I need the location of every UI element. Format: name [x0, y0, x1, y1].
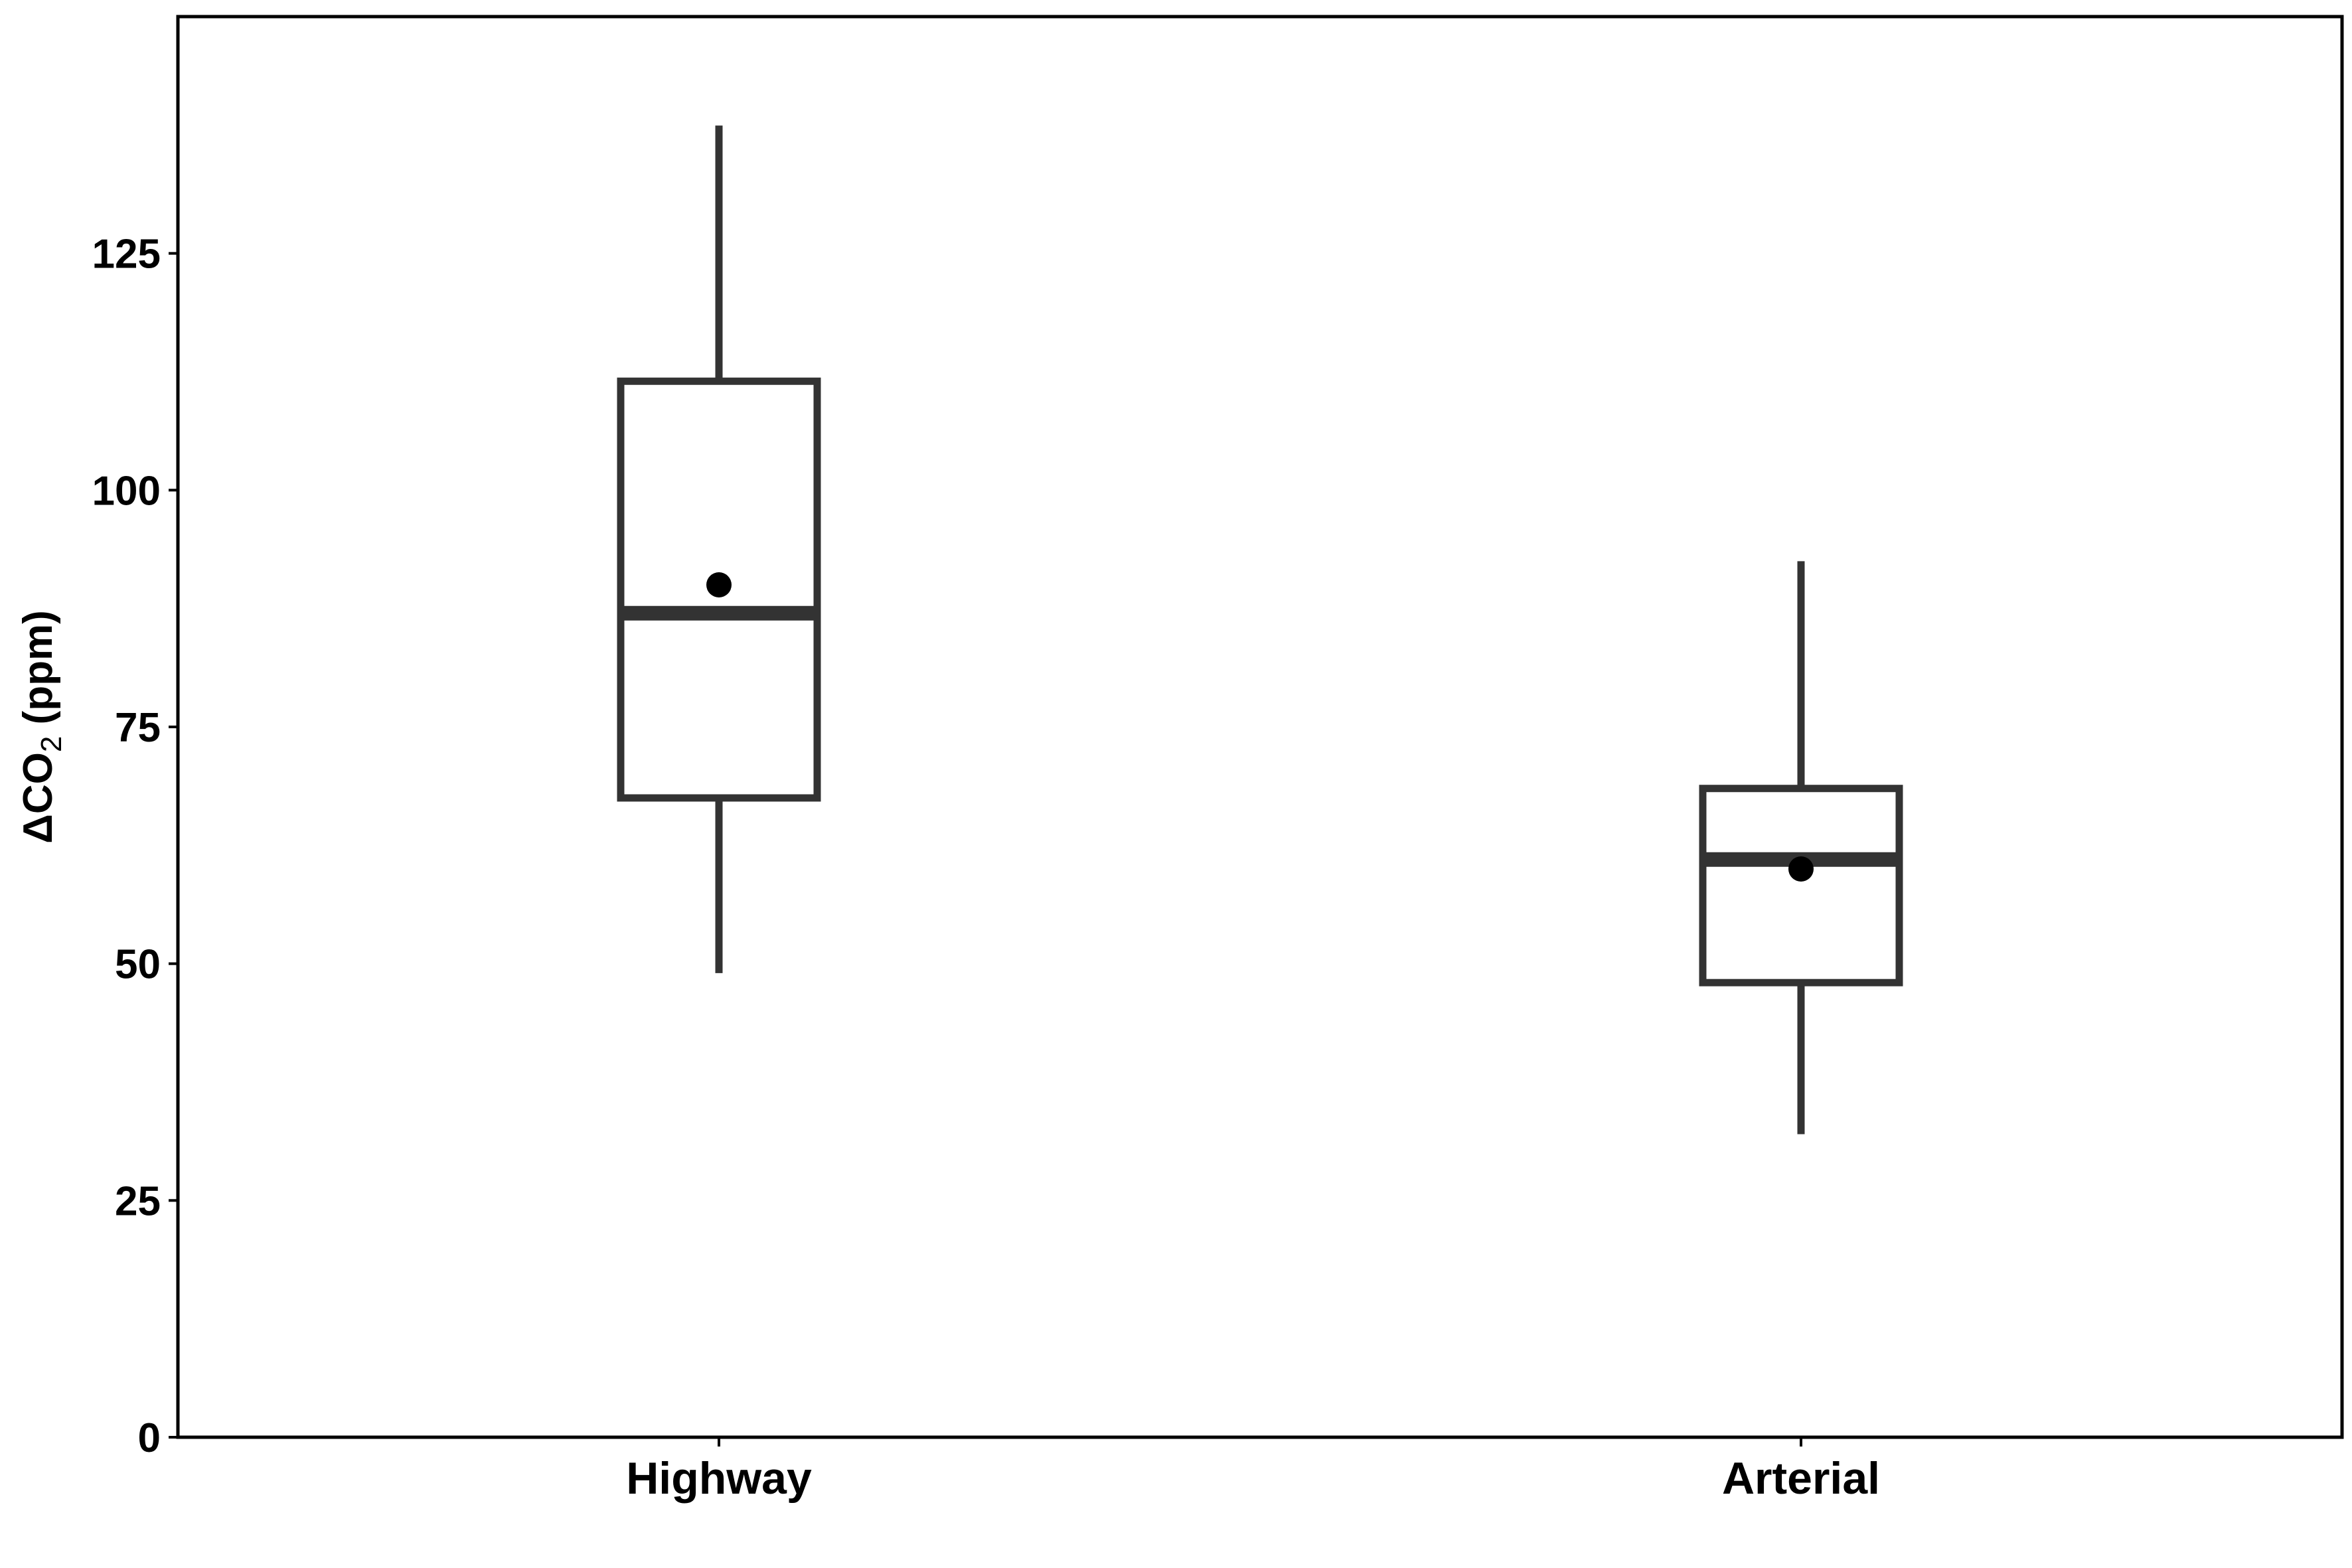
y-axis-title-suffix: (ppm) — [15, 610, 61, 736]
y-tick-label: 100 — [92, 468, 161, 514]
x-tick-label: Arterial — [1722, 1453, 1880, 1504]
plot-panel-border — [176, 15, 2344, 1439]
y-tick-label: 25 — [115, 1178, 161, 1224]
box-arterial — [1699, 561, 1903, 1135]
y-axis-title-prefix: Δ — [15, 814, 61, 844]
y-axis-title-subscript: 2 — [35, 736, 68, 752]
box-series — [617, 125, 1903, 1135]
y-axis-title-main: CO — [15, 752, 61, 814]
x-tick-label: Highway — [626, 1453, 812, 1504]
y-tick-label: 0 — [138, 1415, 161, 1461]
box-highway — [617, 125, 821, 973]
y-tick-label: 75 — [115, 705, 161, 751]
interquartile-box — [1699, 785, 1903, 986]
y-axis-title: ΔCO2 (ppm) — [15, 610, 68, 843]
mean-point — [1788, 856, 1814, 882]
x-axis: Highway Arterial — [626, 1437, 1880, 1504]
y-axis: 0 25 50 75 100 125 — [92, 232, 178, 1461]
y-tick-label: 125 — [92, 232, 161, 277]
y-tick-label: 50 — [115, 942, 161, 988]
mean-point — [706, 572, 732, 597]
